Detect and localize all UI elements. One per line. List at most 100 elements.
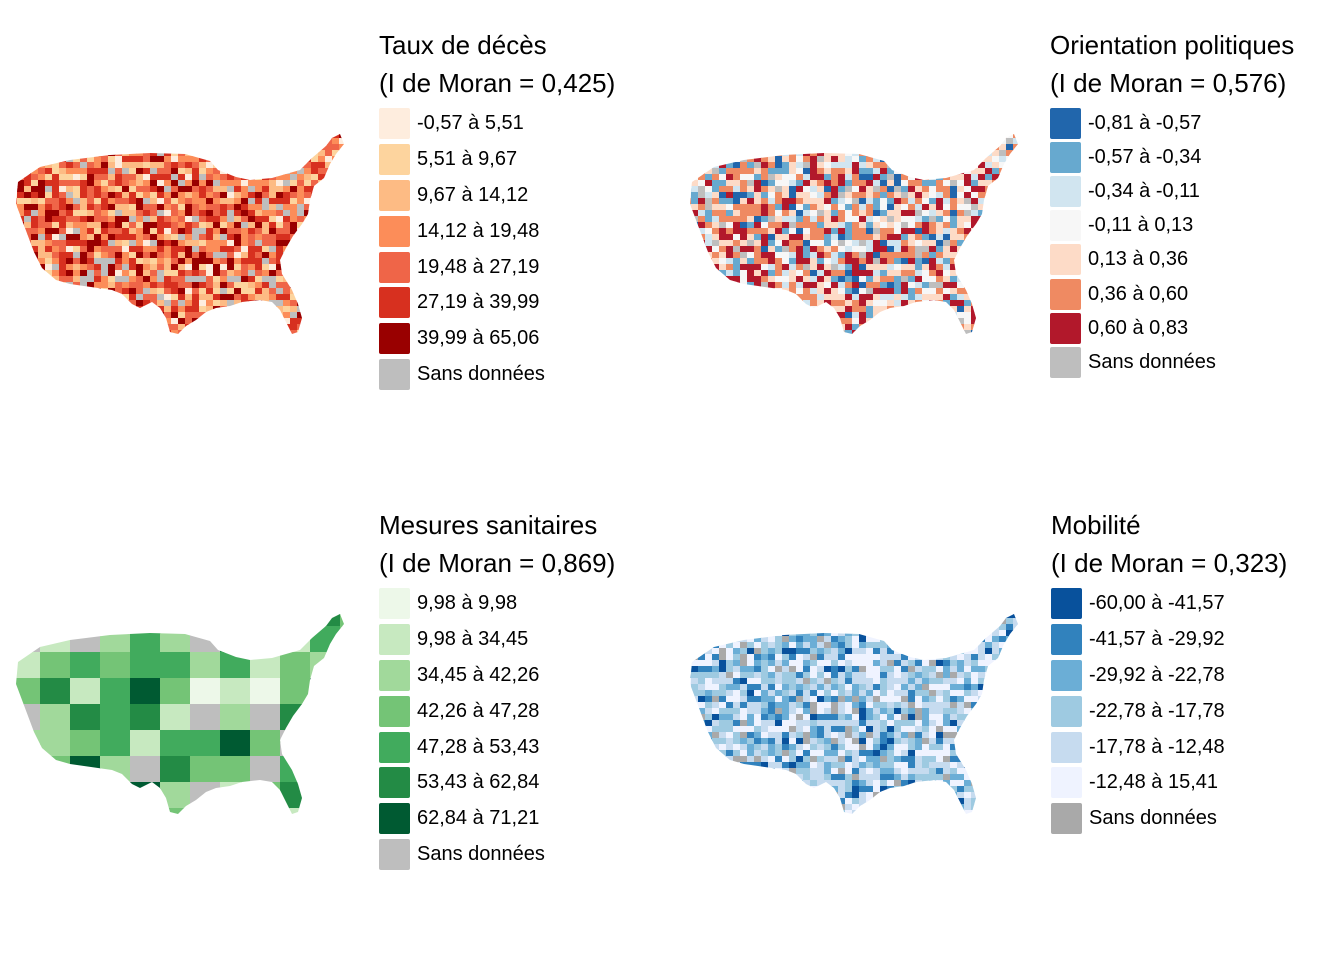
county-region — [157, 120, 165, 127]
county-region — [691, 174, 699, 181]
county-region — [789, 300, 797, 307]
county-region — [978, 162, 986, 169]
county-region — [171, 300, 179, 307]
county-region — [108, 228, 116, 235]
county-region — [691, 330, 699, 334]
county-region — [691, 204, 699, 211]
county-region — [887, 282, 895, 289]
county-region — [94, 168, 102, 175]
county-region — [276, 318, 284, 325]
county-region — [733, 210, 741, 217]
county-region — [880, 330, 888, 334]
county-region — [108, 198, 116, 205]
county-region — [957, 198, 965, 205]
state-region — [40, 730, 71, 757]
county-region — [887, 258, 895, 265]
county-region — [873, 192, 881, 199]
county-region — [712, 690, 720, 697]
county-region — [817, 606, 825, 613]
county-region — [346, 246, 350, 253]
county-region — [880, 222, 888, 229]
county-region — [213, 276, 221, 283]
county-region — [803, 714, 811, 721]
county-region — [318, 276, 326, 283]
county-region — [38, 210, 46, 217]
county-region — [332, 300, 340, 307]
county-region — [136, 134, 144, 139]
county-region — [810, 600, 818, 607]
county-region — [52, 246, 60, 253]
county-region — [782, 318, 790, 325]
county-region — [817, 614, 825, 619]
county-region — [248, 210, 256, 217]
county-region — [206, 198, 214, 205]
county-region — [852, 216, 860, 223]
county-region — [964, 348, 972, 350]
county-region — [817, 600, 825, 607]
county-region — [143, 156, 151, 163]
county-region — [768, 624, 776, 631]
county-region — [754, 246, 762, 253]
county-region — [185, 252, 193, 259]
county-region — [803, 348, 811, 350]
county-region — [691, 192, 699, 199]
county-region — [705, 600, 713, 607]
county-region — [192, 174, 200, 181]
county-region — [31, 264, 39, 271]
county-region — [985, 714, 993, 721]
county-region — [817, 204, 825, 211]
county-region — [768, 120, 776, 127]
county-region — [768, 702, 776, 709]
county-region — [719, 174, 727, 181]
county-region — [754, 258, 762, 265]
county-region — [803, 660, 811, 667]
county-region — [866, 192, 874, 199]
county-region — [94, 162, 102, 169]
county-region — [908, 336, 916, 343]
county-region — [157, 210, 165, 217]
county-region — [887, 714, 895, 721]
county-region — [31, 222, 39, 229]
legend-label: 53,43 à 62,84 — [417, 771, 540, 794]
county-region — [143, 198, 151, 205]
county-region — [845, 690, 853, 697]
county-region — [782, 186, 790, 193]
county-region — [929, 306, 937, 313]
county-region — [999, 648, 1007, 655]
county-region — [297, 192, 305, 199]
county-region — [754, 240, 762, 247]
county-region — [943, 342, 951, 349]
county-region — [971, 246, 979, 253]
county-region — [964, 648, 972, 655]
county-region — [789, 204, 797, 211]
county-region — [992, 672, 1000, 679]
county-region — [985, 288, 993, 295]
county-region — [290, 186, 298, 193]
county-region — [894, 228, 902, 235]
county-region — [234, 336, 242, 343]
county-region — [143, 234, 151, 241]
county-region — [936, 636, 944, 643]
county-region — [971, 120, 979, 127]
county-region — [754, 702, 762, 709]
county-region — [999, 654, 1007, 661]
county-region — [817, 648, 825, 655]
county-region — [761, 714, 769, 721]
county-region — [894, 210, 902, 217]
county-region — [332, 228, 340, 235]
county-region — [852, 234, 860, 241]
county-region — [311, 348, 319, 350]
county-region — [957, 294, 965, 301]
county-region — [971, 282, 979, 289]
county-region — [248, 246, 256, 253]
county-region — [929, 318, 937, 325]
county-region — [325, 228, 333, 235]
county-region — [290, 168, 298, 175]
county-region — [887, 216, 895, 223]
county-region — [122, 168, 130, 175]
county-region — [831, 228, 839, 235]
county-region — [192, 264, 200, 271]
county-region — [66, 342, 74, 349]
county-region — [199, 306, 207, 313]
county-region — [199, 240, 207, 247]
